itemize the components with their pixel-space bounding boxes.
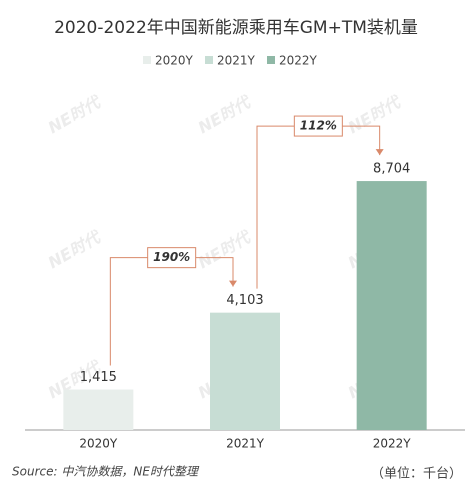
value-label: 8,704	[373, 162, 410, 177]
bar	[210, 312, 280, 430]
annotation-box	[147, 247, 197, 269]
legend-label: 2020Y	[155, 54, 194, 68]
unit: （单位：千台）	[371, 467, 462, 482]
value-label: 1,415	[80, 370, 117, 385]
value-label: 4,103	[226, 293, 263, 308]
annotation-box	[293, 115, 343, 137]
legend-label: 2022Y	[279, 54, 318, 68]
watermark: NE时代	[195, 92, 255, 138]
legend-swatch	[143, 56, 151, 64]
x-tick-label: 2020Y	[79, 437, 118, 451]
watermark: NE时代	[45, 92, 105, 138]
source: Source: 中汽协数据，NE时代整理	[12, 465, 200, 479]
chart-title: 2020-2022年中国新能源乘用车GM+TM装机量	[54, 18, 418, 38]
legend-label: 2021Y	[217, 54, 256, 68]
arrow-head	[375, 149, 384, 156]
bar	[63, 389, 134, 430]
annotation: 190%	[153, 250, 190, 264]
watermark: NE时代	[195, 227, 255, 273]
watermark: NE时代	[45, 227, 105, 273]
arrow-head	[229, 280, 237, 287]
bar	[356, 181, 427, 430]
x-tick-label: 2022Y	[373, 437, 412, 451]
legend-swatch	[267, 56, 275, 64]
watermark: NE时代	[345, 92, 405, 138]
legend-swatch	[205, 56, 213, 64]
annotation: 112%	[300, 119, 337, 133]
x-tick-label: 2021Y	[226, 437, 265, 451]
